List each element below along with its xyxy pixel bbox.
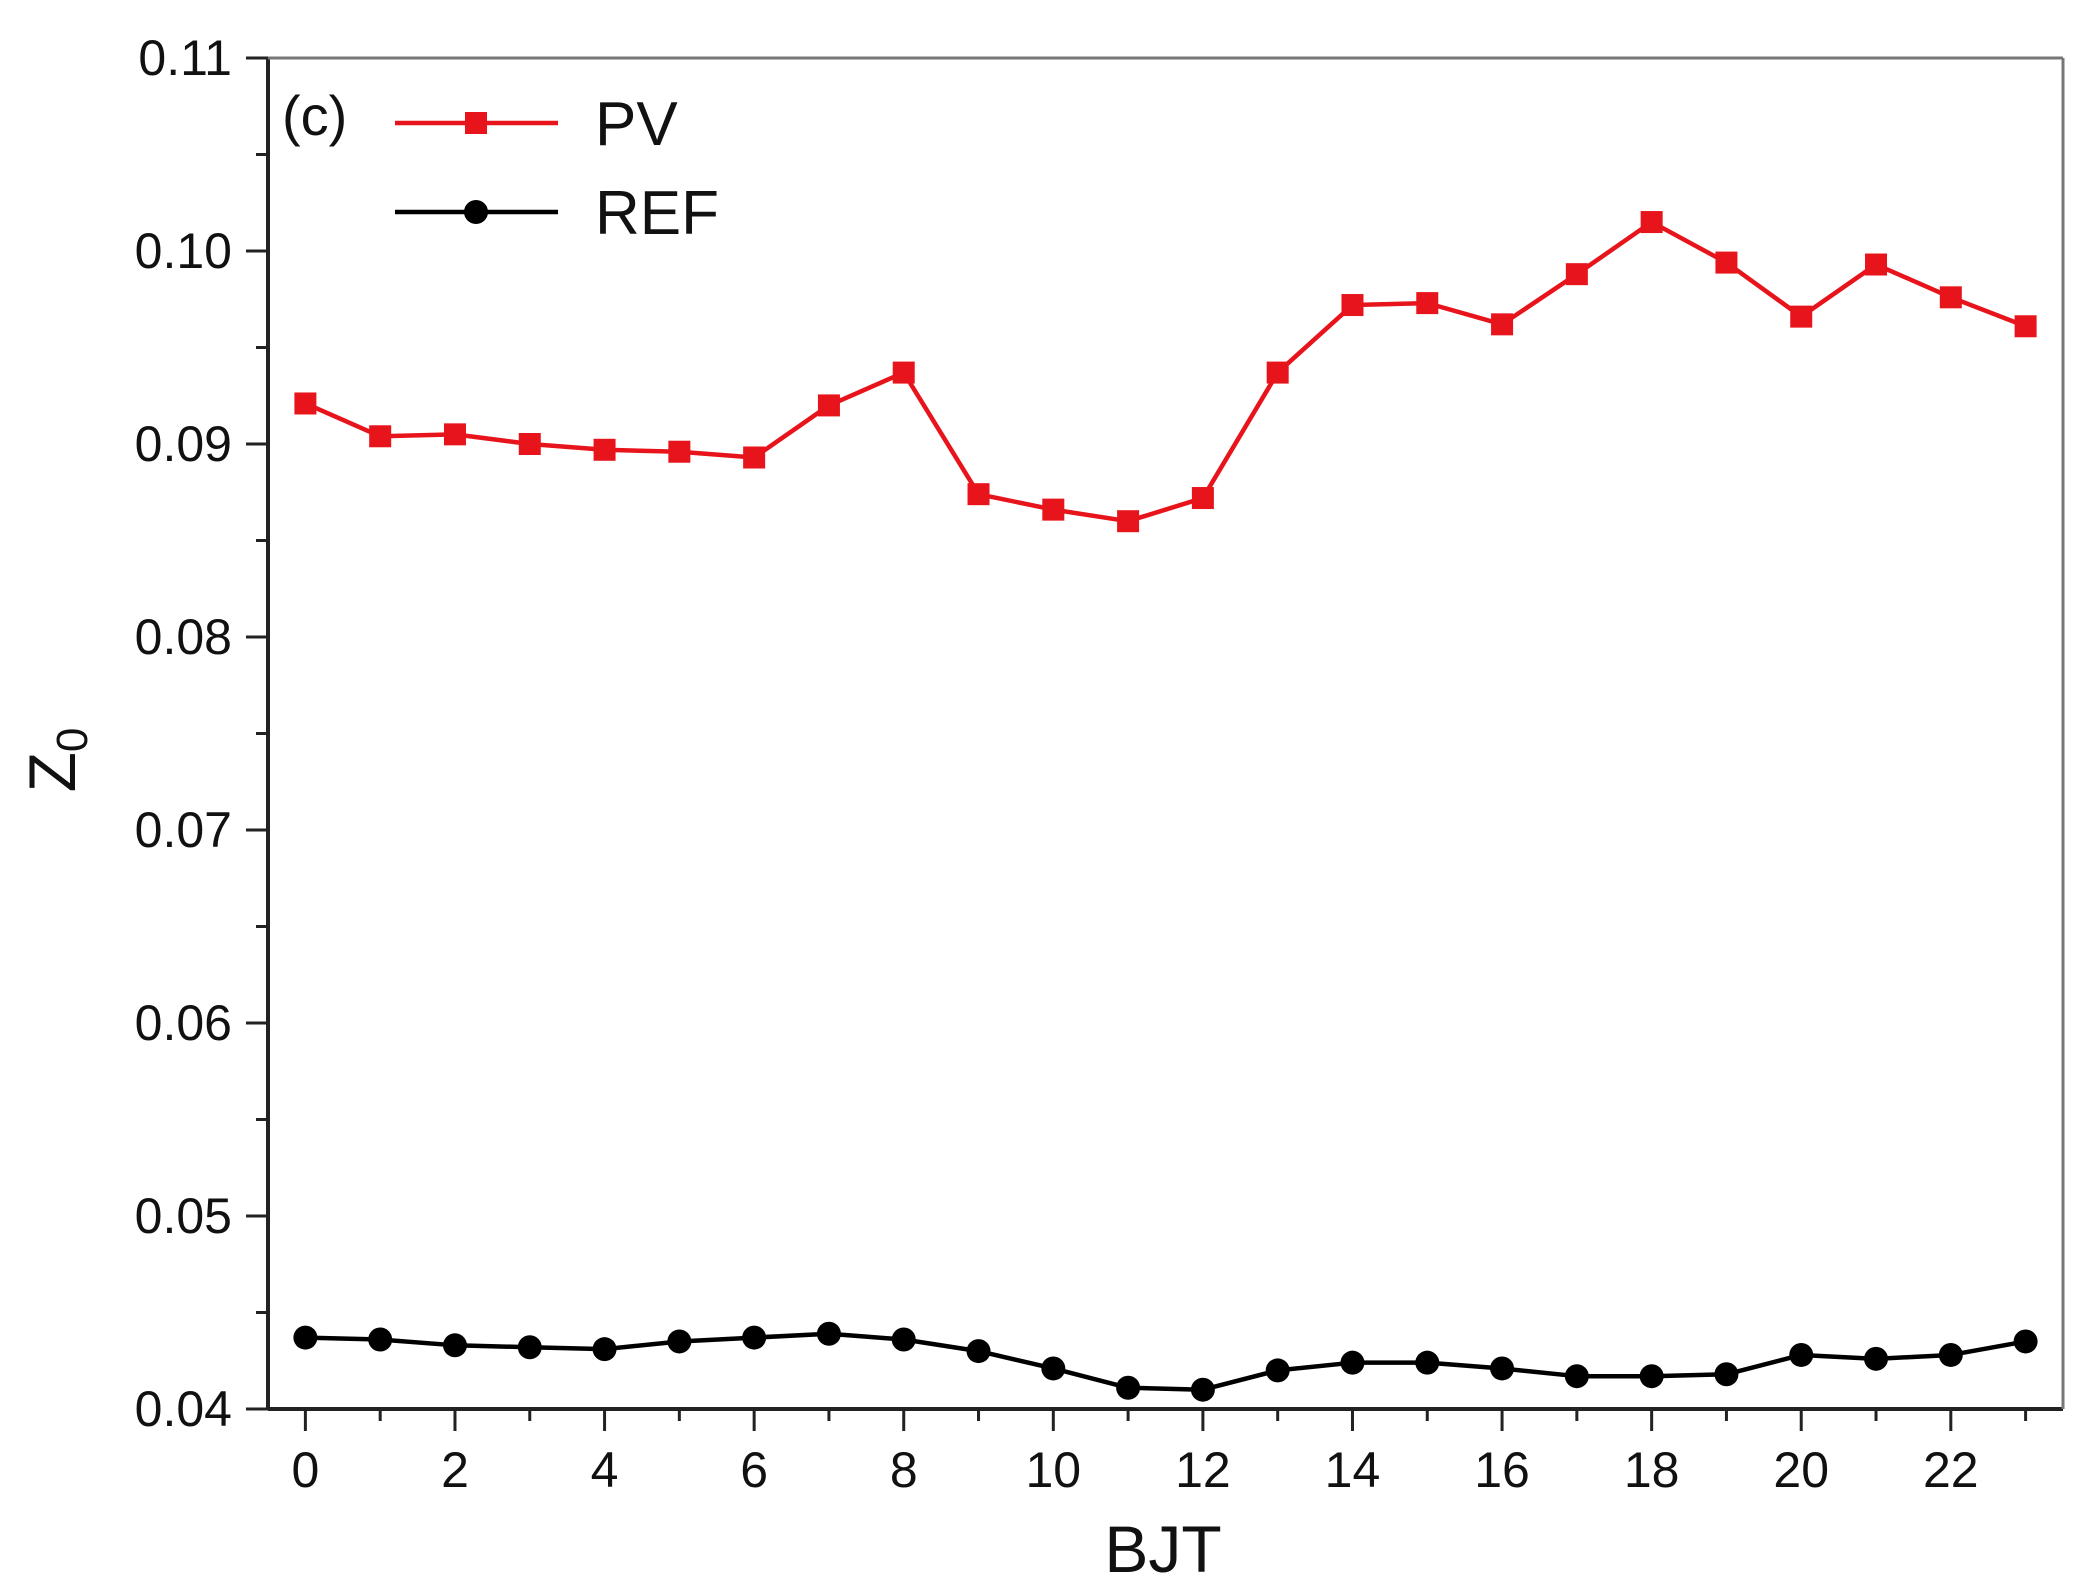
data-point-pv	[967, 483, 990, 506]
data-point-ref	[891, 1327, 916, 1352]
data-point-ref	[1938, 1342, 1963, 1367]
data-point-pv	[1939, 286, 1962, 309]
data-point-ref	[816, 1321, 841, 1346]
x-tick-label: 10	[1026, 1442, 1082, 1498]
data-point-ref	[667, 1329, 692, 1354]
x-tick-label: 14	[1325, 1442, 1381, 1498]
y-tick-label: 0.09	[135, 416, 232, 472]
x-tick-label: 18	[1624, 1442, 1680, 1498]
legend-label-ref: REF	[595, 179, 719, 248]
x-tick-label: 4	[591, 1442, 619, 1498]
x-tick-label: 16	[1474, 1442, 1530, 1498]
y-tick-label: 0.11	[138, 30, 232, 86]
data-point-ref	[1714, 1362, 1739, 1387]
y-tick-label: 0.06	[135, 995, 232, 1051]
data-point-pv	[743, 446, 766, 469]
data-point-pv	[1790, 305, 1813, 328]
data-point-pv	[2014, 315, 2037, 338]
x-axis-title: BJT	[1104, 1512, 1221, 1581]
series-line-pv	[304, 219, 2027, 524]
panel-label: (c)	[282, 84, 347, 147]
y-axis-title-subscript: 0	[48, 728, 97, 752]
data-point-pv	[593, 438, 616, 461]
data-point-pv	[668, 440, 691, 463]
data-point-pv	[817, 394, 840, 417]
y-axis-title-group: Z0	[15, 728, 97, 793]
y-tick-label: 0.08	[135, 609, 232, 665]
data-point-pv	[1416, 292, 1439, 315]
x-tick-label: 22	[1923, 1442, 1979, 1498]
y-axis-title: Z0	[15, 728, 97, 793]
data-point-pv	[1865, 253, 1888, 276]
y-tick-label: 0.05	[135, 1188, 232, 1244]
x-tick-label: 20	[1773, 1442, 1829, 1498]
y-tick-label: 0.07	[135, 802, 232, 858]
data-point-ref	[966, 1339, 991, 1364]
data-point-pv	[1565, 263, 1588, 286]
data-point-pv	[294, 392, 317, 415]
data-point-pv	[443, 423, 466, 446]
data-point-ref	[1639, 1364, 1664, 1389]
series-group	[293, 211, 2038, 1402]
data-point-ref	[1265, 1358, 1290, 1383]
x-tick-label: 8	[890, 1442, 918, 1498]
axes	[266, 56, 2065, 1411]
data-point-ref	[1415, 1350, 1440, 1375]
data-point-pv	[1266, 361, 1289, 384]
y-tick-label: 0.04	[135, 1381, 232, 1437]
y-tick-label: 0.10	[135, 223, 232, 279]
x-tick-label: 2	[441, 1442, 469, 1498]
legend-label-pv: PV	[595, 90, 678, 159]
x-tick-label: 12	[1175, 1442, 1231, 1498]
data-point-pv	[1491, 313, 1514, 336]
y-axis-title-main: Z	[15, 752, 89, 792]
data-point-pv	[1042, 498, 1065, 521]
data-point-ref	[1564, 1364, 1589, 1389]
data-point-pv	[1117, 510, 1140, 533]
data-point-ref	[2013, 1329, 2038, 1354]
data-point-ref	[1116, 1375, 1141, 1400]
data-point-ref	[742, 1325, 767, 1350]
data-point-ref	[517, 1335, 542, 1360]
data-point-ref	[442, 1333, 467, 1358]
data-point-ref	[592, 1337, 617, 1362]
data-point-ref	[1340, 1350, 1365, 1375]
data-point-pv	[892, 361, 915, 384]
data-point-ref	[1490, 1356, 1515, 1381]
data-point-pv	[369, 425, 392, 448]
data-point-pv	[518, 433, 541, 455]
data-point-ref	[1789, 1342, 1814, 1367]
legend: PV REF	[395, 90, 719, 248]
legend-marker-pv	[465, 112, 487, 134]
data-point-ref	[1864, 1346, 1889, 1371]
data-point-pv	[1341, 294, 1364, 317]
data-point-pv	[1191, 487, 1214, 510]
x-tick-label: 6	[740, 1442, 768, 1498]
tick-marks	[246, 56, 2028, 1431]
data-point-ref	[293, 1325, 318, 1350]
tick-labels: 0 2 4 6 8 10 12 14 16 18 20 22 0.04 0.05 0.06 0.07 0.08 0…	[135, 30, 1979, 1498]
x-tick-label: 0	[291, 1442, 319, 1498]
data-point-ref	[1041, 1356, 1066, 1381]
data-point-ref	[368, 1327, 393, 1352]
data-point-ref	[1190, 1377, 1215, 1402]
data-point-pv	[1715, 251, 1738, 274]
series-line-ref	[305, 1331, 2027, 1392]
legend-marker-ref	[464, 200, 488, 224]
data-point-pv	[1640, 211, 1663, 234]
